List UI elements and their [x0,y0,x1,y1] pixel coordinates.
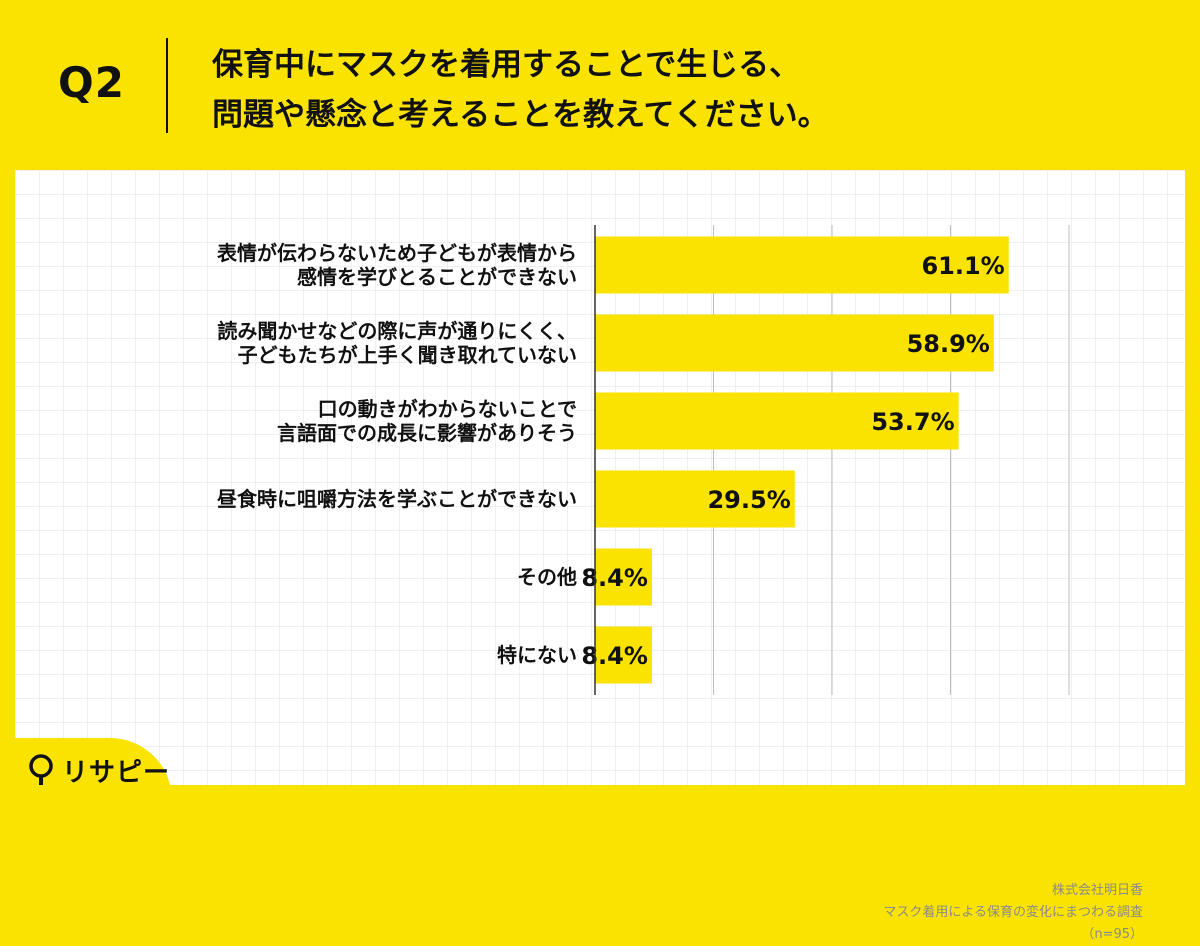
bar-3 [595,392,959,450]
chart-panel: 61.1% 表情が伝わらないため子どもが表情から 感情を学びとることができない 58.… [15,170,1185,942]
value-label-6: 8.4% [581,642,648,670]
category-label-1-line-1: 表情が伝わらないため子どもが表情から [217,241,577,265]
value-label-4: 29.5% [707,486,790,514]
question-line-2: 問題や懸念と考えることを教えてください。 [212,97,829,133]
category-label-2-line-1: 読み聞かせなどの際に声が通りにくく、 [217,319,577,343]
category-label-3-line-2: 言語面での成長に影響がありそう [277,421,577,445]
question-line-1: 保育中にマスクを着用することで生じる、 [212,47,801,83]
bar-6 [595,626,652,684]
brand-tab [0,738,172,800]
value-label-3: 53.7% [871,408,954,436]
header: Q2 保育中にマスクを着用することで生じる、 問題や懸念と考えることを教えてくだ… [0,0,1200,170]
bar-2 [595,314,994,372]
credit-sample: （n=95） [1081,927,1143,942]
category-label-6-line-1: 特にない [497,643,577,667]
category-label-3-line-1: 口の動きがわからないことで [318,397,577,421]
category-label-2-line-2: 子どもたちが上手く聞き取れていない [238,343,577,367]
question-label: Q2 [58,58,125,107]
bar-5 [595,548,652,606]
bar-4 [595,470,795,528]
category-label-4-line-1: 昼食時に咀嚼方法を学ぶことができない [217,487,577,511]
brand-logo: リサピー [28,752,170,789]
category-label-1-line-2: 感情を学びとることができない [297,265,577,289]
brand-name: リサピー [62,758,171,788]
value-label-2: 58.9% [907,330,990,358]
value-label-1: 61.1% [921,252,1004,280]
header-divider [166,38,168,133]
credit-company: 株式会社明日香 [1051,883,1143,898]
question-text: 保育中にマスクを着用することで生じる、 問題や懸念と考えることを教えてください。 [212,40,829,140]
value-label-5: 8.4% [581,564,648,592]
lightbulb-icon [29,753,53,785]
credit-survey: マスク着用による保育の変化にまつわる調査 [883,905,1143,920]
bar-1 [595,236,1009,294]
source-credit: 株式会社明日香 マスク着用による保育の変化にまつわる調査 （n=95） [883,880,1143,946]
category-label-5-line-1: その他 [517,565,577,589]
